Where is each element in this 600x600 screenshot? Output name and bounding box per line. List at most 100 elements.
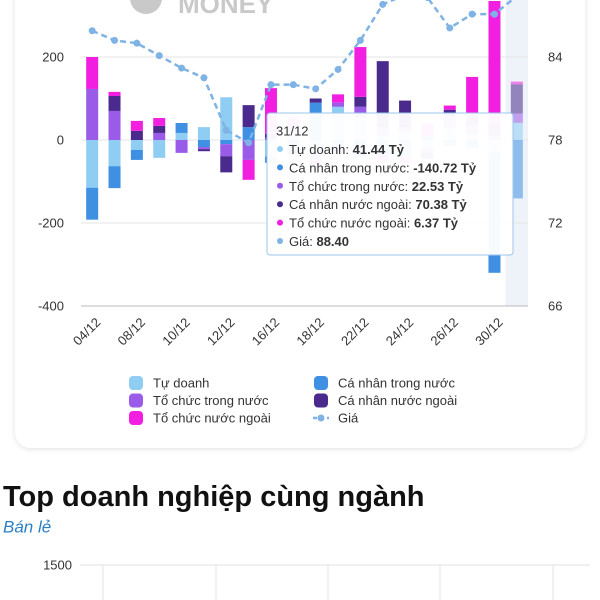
section-title: Top doanh nghiệp cùng ngành xyxy=(3,481,425,513)
tooltip-dot xyxy=(277,219,283,226)
bar-segment xyxy=(332,94,345,103)
legend-marker xyxy=(317,414,325,422)
bar-segment xyxy=(466,76,479,117)
bar-segment xyxy=(108,166,121,189)
bar-segment xyxy=(354,47,367,97)
bar-segment xyxy=(153,125,166,133)
bar-segment xyxy=(197,149,210,152)
legend-label: Tổ chức trong nước xyxy=(153,393,269,408)
tooltip-label: Tự doanh: xyxy=(289,142,349,157)
bar-segment xyxy=(197,147,210,150)
bar-segment xyxy=(130,120,143,131)
bar-segment xyxy=(309,98,322,103)
tooltip-dot xyxy=(277,182,283,189)
tooltip-dot xyxy=(277,201,283,208)
legend-label: Cá nhân trong nước xyxy=(338,376,455,391)
legend-marker xyxy=(314,376,328,390)
tooltip-value: 22.53 Tỷ xyxy=(412,178,464,193)
bar-segment xyxy=(510,81,523,85)
tooltip-value: 41.44 Tỷ xyxy=(353,142,405,157)
bar-segment xyxy=(197,140,210,148)
bar-segment xyxy=(376,61,389,128)
legend-label: Cá nhân nước ngoài xyxy=(338,393,457,408)
logo-icon xyxy=(130,0,162,14)
price-point xyxy=(312,85,320,93)
tooltip-label: Cá nhân nước ngoài: xyxy=(289,197,412,212)
price-point xyxy=(222,126,230,134)
price-point xyxy=(155,52,163,60)
price-line xyxy=(91,0,515,145)
price-point xyxy=(490,10,498,18)
watermark: MONEY xyxy=(178,0,273,19)
bar-segment xyxy=(86,140,99,188)
price-point xyxy=(178,64,186,72)
tooltip-title: 31/12 xyxy=(276,124,309,139)
tooltip-value: 70.38 Tỷ xyxy=(415,197,467,212)
bar-segment xyxy=(153,140,166,158)
bar-segment xyxy=(510,140,523,199)
y-tick-label: -200 xyxy=(38,216,64,231)
bar-segment xyxy=(86,57,99,89)
bar-segment xyxy=(175,132,188,140)
price-point xyxy=(334,65,342,73)
bar-segment xyxy=(242,140,255,160)
bar-segment xyxy=(510,84,523,114)
bar-segment xyxy=(108,96,121,111)
price-point xyxy=(88,27,96,35)
bar-segment xyxy=(510,122,523,140)
bar-segment xyxy=(108,110,121,140)
bar-segment xyxy=(197,127,210,140)
y2-tick-label: 72 xyxy=(548,216,562,231)
tooltip: 31/12 Tự doanh: 41.44 Tỷ Cá nhân trong nướ… xyxy=(266,112,514,256)
price-point xyxy=(356,36,364,44)
bar-segment xyxy=(510,113,523,123)
bar-segment xyxy=(443,105,456,110)
y-tick-label: 0 xyxy=(57,133,64,148)
price-point xyxy=(133,39,141,47)
bar-segment xyxy=(354,96,367,107)
price-point xyxy=(446,24,454,32)
tooltip-item: Tự doanh: 41.44 Tỷ xyxy=(289,142,405,157)
tooltip-box xyxy=(266,112,514,256)
y2-tick-label: 84 xyxy=(548,50,562,65)
y2-tick-label: 66 xyxy=(548,299,562,314)
legend-label: Tự doanh xyxy=(153,376,209,391)
y-tick-label: 200 xyxy=(42,50,64,65)
bar-segment xyxy=(86,88,99,140)
bar-segment xyxy=(86,187,99,220)
price-point xyxy=(424,0,430,2)
price-point xyxy=(200,74,208,82)
y-tick-label: -400 xyxy=(38,299,64,314)
bar-segment xyxy=(220,144,233,157)
price-point xyxy=(245,139,253,147)
tooltip-dot xyxy=(277,238,283,244)
tooltip-label: Giá: xyxy=(289,234,313,249)
bar-segment xyxy=(130,140,143,150)
tooltip-item: Tổ chức trong nước: 22.53 Tỷ xyxy=(289,178,464,193)
legend-label: Giá xyxy=(338,411,359,426)
tooltip-value: 88.40 xyxy=(316,234,349,249)
legend-marker xyxy=(314,393,328,408)
peer-chart: 1500 xyxy=(43,558,590,600)
tooltip-item: Cá nhân nước ngoài: 70.38 Tỷ xyxy=(289,197,467,212)
tooltip-label: Tổ chức trong nước: xyxy=(289,178,408,193)
tooltip-label: Cá nhân trong nước: xyxy=(289,160,410,175)
tooltip-value: -140.72 Tỷ xyxy=(413,160,477,175)
y-tick-label: 1500 xyxy=(43,558,72,573)
tooltip-dot xyxy=(277,164,283,171)
legend-label: Tổ chức nước ngoài xyxy=(153,411,271,426)
price-point xyxy=(267,81,275,89)
bar-segment xyxy=(220,156,233,173)
bar-segment xyxy=(332,102,345,107)
bar-segment xyxy=(175,122,188,133)
bar-segment xyxy=(175,140,188,153)
tooltip-value: 6.37 Tỷ xyxy=(414,215,459,230)
tooltip-label: Tổ chức nước ngoài: xyxy=(289,215,410,230)
legend-marker xyxy=(129,393,143,408)
price-point xyxy=(111,36,119,44)
bar-segment xyxy=(130,130,143,140)
bar-segment xyxy=(220,140,233,145)
price-point xyxy=(289,81,297,89)
legend-marker xyxy=(129,411,143,425)
bar-segment xyxy=(242,105,255,128)
